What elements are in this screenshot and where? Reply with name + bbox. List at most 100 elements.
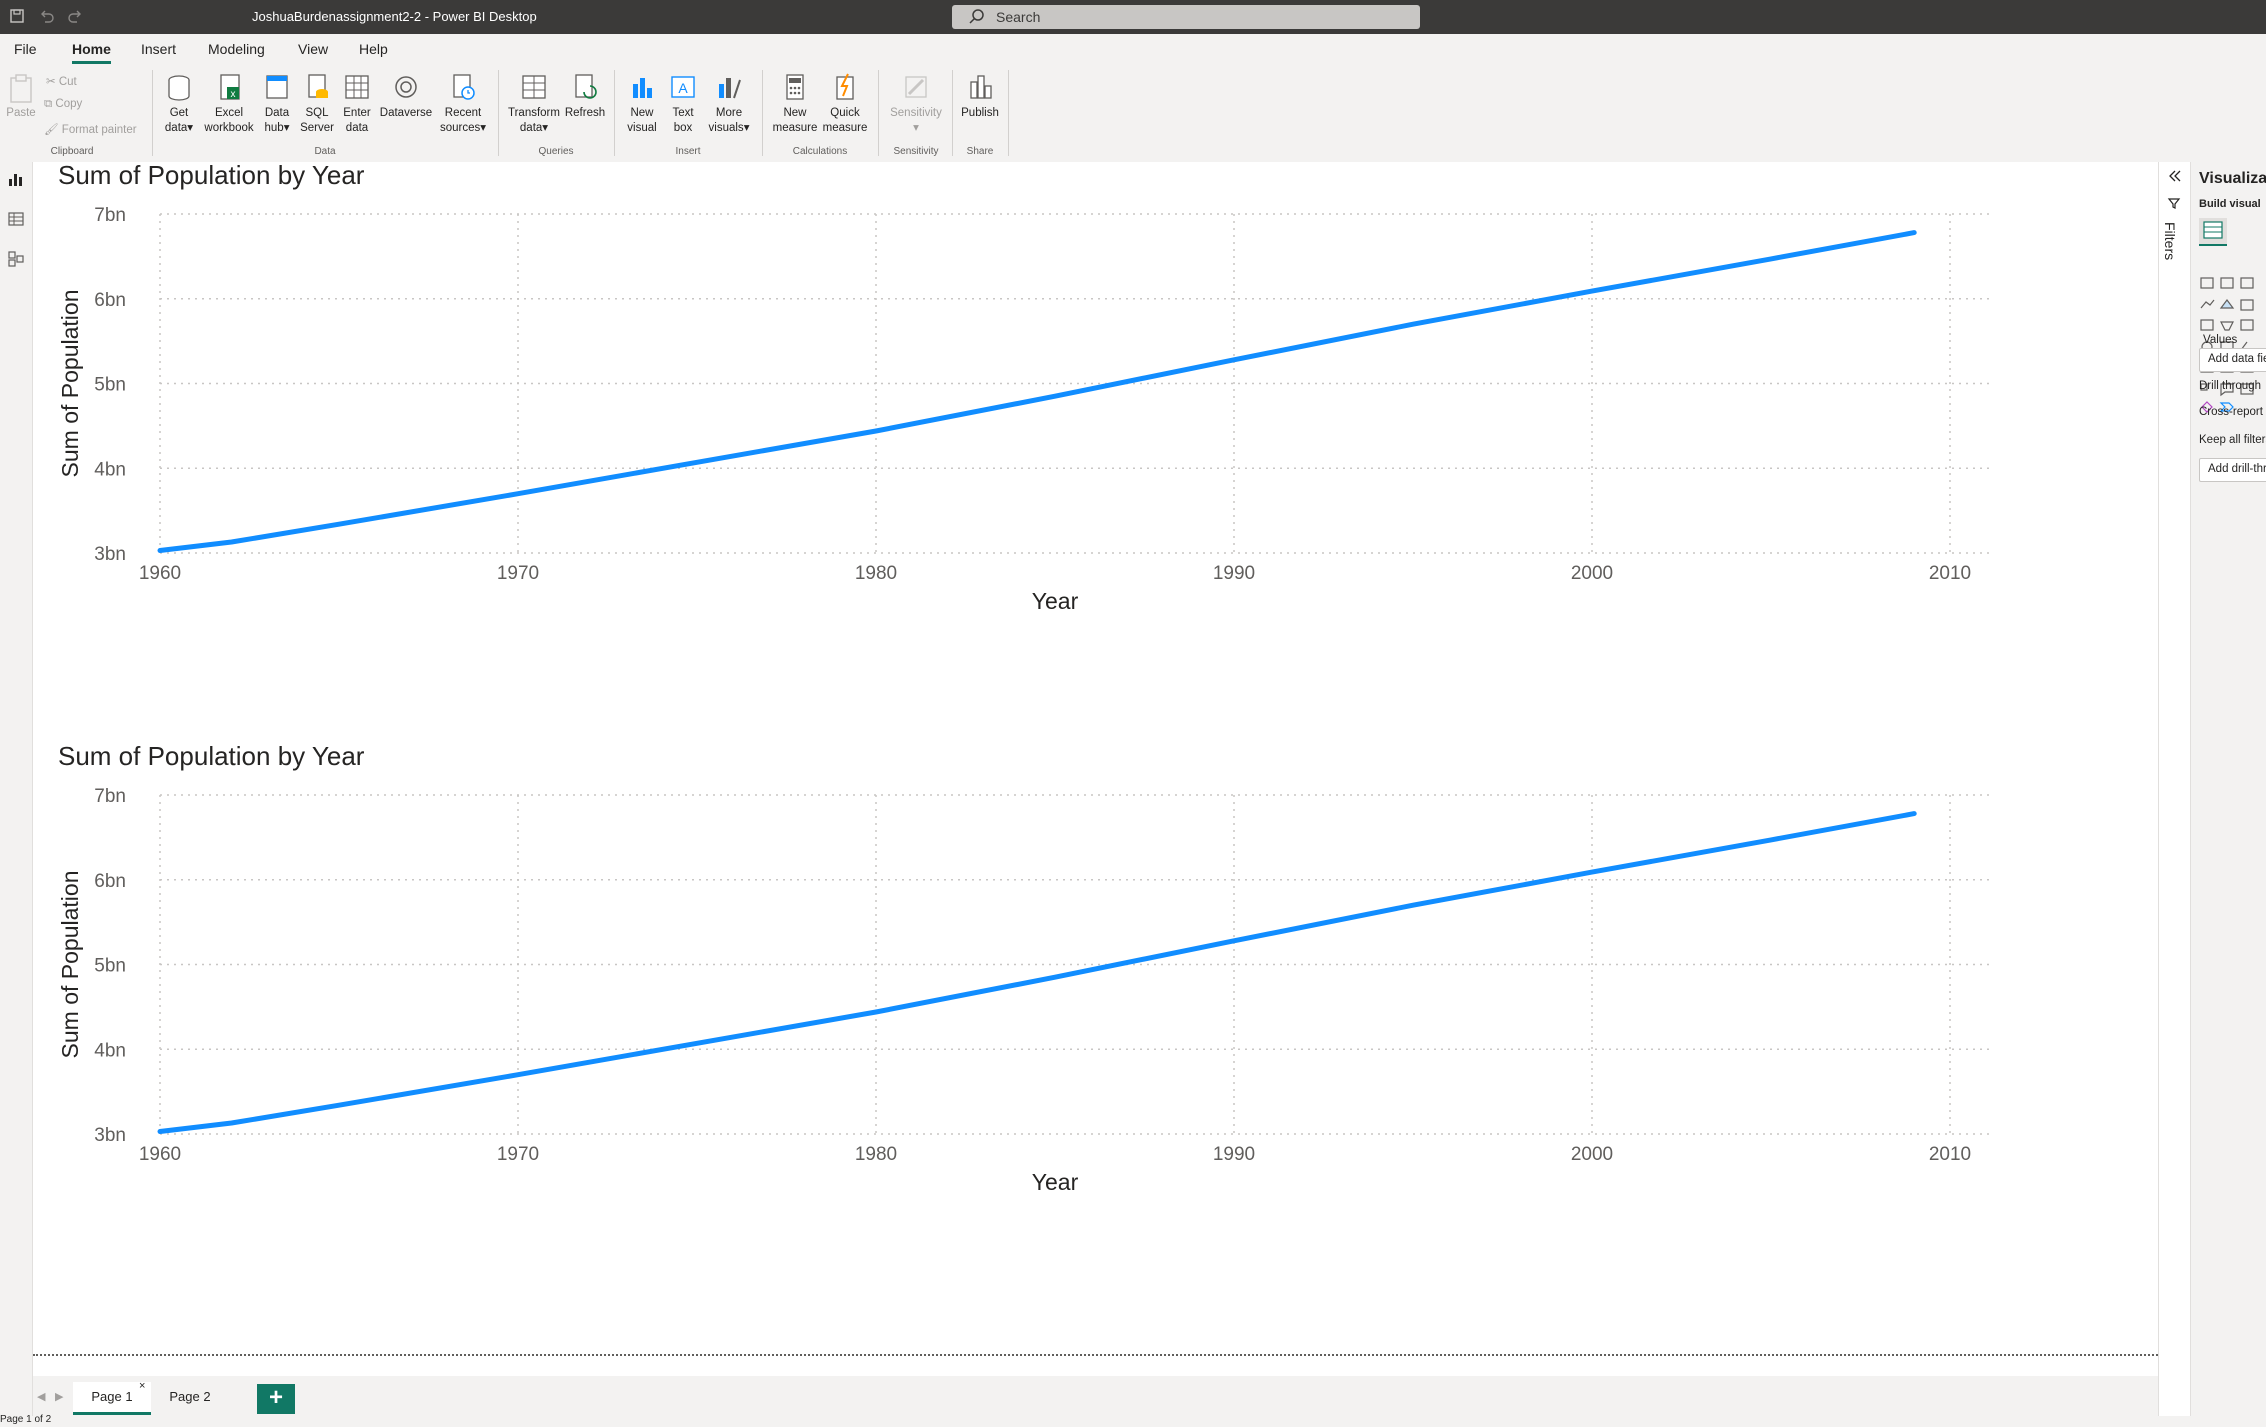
get-data-label-1: Get <box>169 107 189 119</box>
y-tick-label: 7bn <box>94 205 126 226</box>
queries-group-label: Queries <box>538 146 574 157</box>
dataverse-button[interactable]: Dataverse <box>378 72 434 121</box>
drill-through-drop-text: Add drill-through fields here <box>2208 463 2266 475</box>
visualizations-title: Visualizations <box>2199 170 2266 187</box>
x-tick-label: 2010 <box>1929 1144 1971 1165</box>
table-view-icon[interactable] <box>7 210 25 228</box>
dataverse-label: Dataverse <box>379 107 433 119</box>
new-visual-icon <box>633 78 652 98</box>
excel-label-2: workbook <box>204 122 254 134</box>
chart-2-line-chart[interactable]: 3bn 4bn 5bn 6bn 7bn 1960 1970 1980 1990 2000 2010 Y… <box>40 781 2040 1201</box>
report-view-icon[interactable] <box>7 170 25 188</box>
search-box[interactable]: Search <box>952 5 1420 29</box>
y-tick-label: 3bn <box>94 1125 126 1146</box>
menu-file[interactable]: File <box>14 41 37 57</box>
paste-button[interactable]: Paste <box>4 72 38 121</box>
ribbon: Paste ✂ Cut ⧉ Copy 🖌 Format painter Clip… <box>0 66 2266 163</box>
values-drop-zone[interactable]: Add data fields here <box>2199 348 2266 372</box>
data-hub-button[interactable]: Data hub▾ <box>258 72 296 136</box>
refresh-button[interactable]: Refresh <box>562 72 608 121</box>
recent-sources-icon <box>453 74 475 100</box>
get-data-button[interactable]: Get data▾ <box>160 72 198 136</box>
enter-data-button[interactable]: Enter data <box>338 72 376 136</box>
page-tab-2[interactable]: Page 2 <box>157 1382 223 1412</box>
collapse-chevrons-icon[interactable] <box>2167 168 2183 184</box>
tab-scroll-left-icon[interactable]: ◀ <box>37 1391 46 1403</box>
page-tab-1[interactable]: Page 1 <box>73 1382 151 1415</box>
x-tick-label: 1960 <box>139 1144 181 1165</box>
population-series-line[interactable] <box>157 230 1917 553</box>
selected-visual-type[interactable] <box>2199 218 2227 246</box>
calculations-group-label: Calculations <box>792 146 848 157</box>
menu-home[interactable]: Home <box>72 41 111 64</box>
add-page-button[interactable]: + <box>257 1384 295 1414</box>
undo-icon[interactable] <box>38 8 56 26</box>
refresh-label: Refresh <box>564 107 606 119</box>
data-hub-icon <box>266 75 288 99</box>
x-tick-label: 1980 <box>855 1144 897 1165</box>
redo-icon[interactable] <box>66 8 84 26</box>
new-visual-button[interactable]: New visual <box>622 72 662 136</box>
status-bar: Page 1 of 2 <box>0 1414 2266 1427</box>
drill-through-drop-zone[interactable]: Add drill-through fields here <box>2199 458 2266 482</box>
x-tick-label: 1980 <box>855 563 897 584</box>
save-icon[interactable] <box>8 8 26 26</box>
excel-label-1: Excel <box>214 107 244 119</box>
page-tabs-bar: ◀ ▶ Page 1 × Page 2 + <box>33 1376 2158 1416</box>
chart-1-title: Sum of Population by Year <box>58 160 365 190</box>
get-data-label-2: data <box>164 122 188 134</box>
canvas-boundary <box>33 1354 2158 1356</box>
transform-data-button[interactable]: Transform data▾ <box>506 72 562 136</box>
report-canvas <box>33 162 2158 1354</box>
y-axis-title: Sum of Population <box>57 871 83 1059</box>
window-title: JoshuaBurdenassignment2-2 - Power BI Des… <box>252 9 537 24</box>
quick-measure-button[interactable]: Quick measure <box>820 72 870 136</box>
text-box-label-1: Text <box>672 107 694 119</box>
sensitivity-button[interactable]: Sensitivity ▾ <box>884 72 948 136</box>
build-visual-label[interactable]: Build visual <box>2199 198 2261 210</box>
menu-view[interactable]: View <box>298 41 329 57</box>
filters-label[interactable]: Filters <box>2162 222 2178 261</box>
ribbon-separator <box>1008 70 1009 156</box>
recent-sources-button[interactable]: Recent sources▾ <box>438 72 488 136</box>
copy-button[interactable]: ⧉ Copy <box>44 98 83 110</box>
format-painter-button[interactable]: 🖌 Format painter <box>44 124 137 136</box>
chart-1-line-chart[interactable]: 3bn 4bn 5bn 6bn 7bn 1960 1970 1980 1990 2000 2010 Y… <box>40 200 2040 620</box>
dataverse-icon <box>395 76 417 98</box>
close-tab-icon[interactable]: × <box>139 1380 146 1392</box>
more-visuals-button[interactable]: More visuals▾ <box>704 72 754 136</box>
matrix-visual-icon <box>2203 221 2223 239</box>
y-tick-label: 5bn <box>94 956 126 977</box>
enter-data-label-2: data <box>345 122 369 134</box>
publish-button[interactable]: Publish <box>958 72 1002 121</box>
new-visual-label-1: New <box>630 107 654 119</box>
sql-label-2: Server <box>300 122 334 134</box>
model-view-icon[interactable] <box>7 250 25 268</box>
new-measure-button[interactable]: New measure <box>770 72 820 136</box>
view-rail <box>0 162 33 1427</box>
menu-modeling[interactable]: Modeling <box>208 41 265 57</box>
enter-data-label-1: Enter <box>343 107 371 119</box>
ribbon-separator <box>498 70 499 156</box>
sensitivity-group-label: Sensitivity <box>893 146 939 157</box>
population-series-line[interactable] <box>157 811 1917 1134</box>
quick-measure-icon <box>836 73 854 100</box>
excel-workbook-button[interactable]: x Excel workbook <box>202 72 256 136</box>
text-box-button[interactable]: A Text box <box>664 72 702 136</box>
x-tick-label: 2010 <box>1929 563 1971 584</box>
publish-icon <box>970 75 992 99</box>
menu-help[interactable]: Help <box>359 41 388 57</box>
keep-all-filters-toggle[interactable]: Keep all filters <box>2199 434 2266 446</box>
new-measure-label-1: New <box>783 107 807 119</box>
filters-pane-collapsed[interactable] <box>2158 162 2191 1427</box>
recent-label-1: Recent <box>444 107 482 119</box>
search-icon <box>969 9 984 24</box>
cut-label: Cut <box>58 76 77 88</box>
sql-server-button[interactable]: SQL Server <box>298 72 336 136</box>
tab-scroll-right-icon[interactable]: ▶ <box>55 1391 64 1403</box>
more-visuals-label-1: More <box>715 107 743 119</box>
ribbon-separator <box>952 70 953 156</box>
cross-report-toggle[interactable]: Cross-report <box>2199 406 2263 418</box>
cut-button[interactable]: ✂ Cut <box>46 76 77 88</box>
menu-insert[interactable]: Insert <box>141 41 177 57</box>
